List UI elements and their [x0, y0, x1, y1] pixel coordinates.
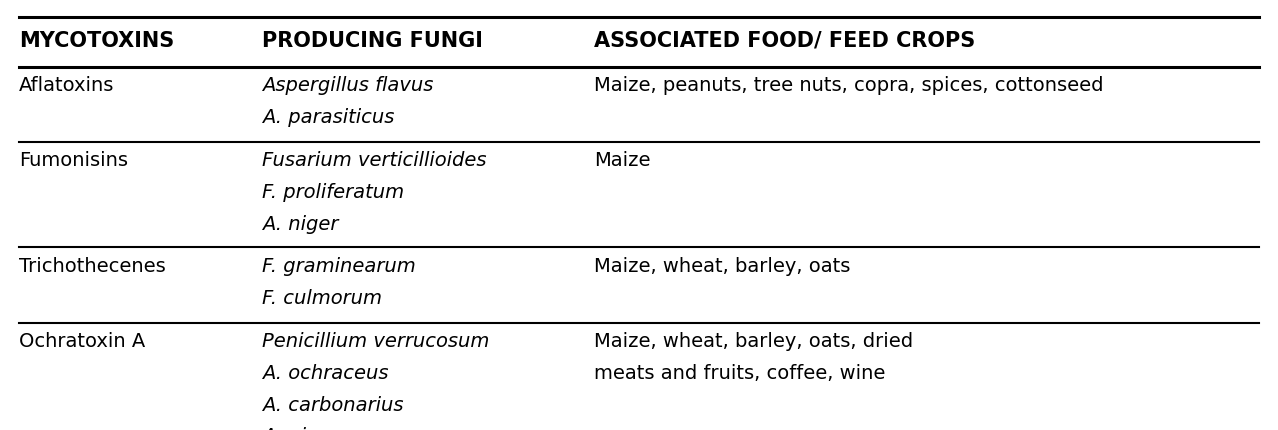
Text: A. niger: A. niger	[262, 427, 339, 430]
Text: ASSOCIATED FOOD/ FEED CROPS: ASSOCIATED FOOD/ FEED CROPS	[594, 31, 975, 51]
Text: meats and fruits, coffee, wine: meats and fruits, coffee, wine	[594, 364, 886, 383]
Text: F. proliferatum: F. proliferatum	[262, 183, 404, 202]
Text: Fumonisins: Fumonisins	[19, 151, 128, 170]
Text: A. parasiticus: A. parasiticus	[262, 108, 395, 127]
Text: Penicillium verrucosum: Penicillium verrucosum	[262, 332, 489, 351]
Text: F. graminearum: F. graminearum	[262, 257, 415, 276]
Text: Trichothecenes: Trichothecenes	[19, 257, 166, 276]
Text: F. culmorum: F. culmorum	[262, 289, 382, 307]
Text: Maize, peanuts, tree nuts, copra, spices, cottonseed: Maize, peanuts, tree nuts, copra, spices…	[594, 76, 1104, 95]
Text: PRODUCING FUNGI: PRODUCING FUNGI	[262, 31, 483, 51]
Text: Maize, wheat, barley, oats, dried: Maize, wheat, barley, oats, dried	[594, 332, 914, 351]
Text: MYCOTOXINS: MYCOTOXINS	[19, 31, 174, 51]
Text: Fusarium verticillioides: Fusarium verticillioides	[262, 151, 487, 170]
Text: Maize: Maize	[594, 151, 651, 170]
Text: Aspergillus flavus: Aspergillus flavus	[262, 76, 433, 95]
Text: Ochratoxin A: Ochratoxin A	[19, 332, 146, 351]
Text: A. carbonarius: A. carbonarius	[262, 396, 404, 415]
Text: A. ochraceus: A. ochraceus	[262, 364, 389, 383]
Text: Aflatoxins: Aflatoxins	[19, 76, 115, 95]
Text: A. niger: A. niger	[262, 215, 339, 234]
Text: Maize, wheat, barley, oats: Maize, wheat, barley, oats	[594, 257, 851, 276]
